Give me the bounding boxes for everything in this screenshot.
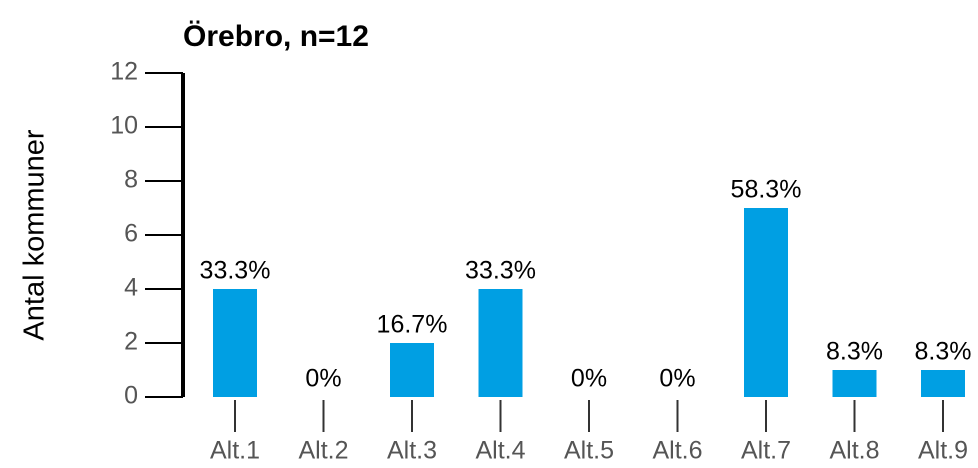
x-tick-label: Alt.2 bbox=[298, 437, 348, 465]
x-tick-label: Alt.3 bbox=[387, 437, 437, 465]
y-tick-label: 8 bbox=[124, 166, 138, 194]
bar bbox=[832, 370, 877, 397]
x-tick-label: Alt.6 bbox=[652, 437, 702, 465]
y-tick-label: 4 bbox=[124, 274, 138, 302]
x-tick-label: Alt.5 bbox=[564, 437, 614, 465]
value-label: 33.3% bbox=[200, 257, 271, 285]
value-label: 58.3% bbox=[731, 176, 802, 204]
bar bbox=[390, 343, 434, 397]
x-tick-label: Alt.7 bbox=[741, 437, 791, 465]
value-label: 8.3% bbox=[826, 338, 883, 366]
x-tick-label: Alt.4 bbox=[475, 437, 525, 465]
y-tick-label: 10 bbox=[110, 112, 138, 140]
x-tick-label: Alt.9 bbox=[918, 437, 968, 465]
value-label: 16.7% bbox=[377, 311, 448, 339]
bar bbox=[744, 208, 788, 397]
bar bbox=[921, 370, 965, 397]
bar bbox=[478, 289, 523, 397]
y-tick-label: 6 bbox=[124, 220, 138, 248]
bar bbox=[213, 289, 257, 397]
y-tick-label: 12 bbox=[110, 58, 138, 86]
value-label: 33.3% bbox=[465, 257, 536, 285]
x-tick-label: Alt.8 bbox=[829, 437, 879, 465]
value-label: 0% bbox=[571, 365, 607, 393]
value-label: 0% bbox=[305, 365, 341, 393]
chart-title: Örebro, n=12 bbox=[183, 20, 369, 53]
y-tick-label: 2 bbox=[124, 328, 138, 356]
value-label: 0% bbox=[659, 365, 695, 393]
y-axis-label: Antal kommuner bbox=[19, 129, 51, 340]
value-label: 8.3% bbox=[915, 338, 972, 366]
x-tick-label: Alt.1 bbox=[210, 437, 260, 465]
y-tick-label: 0 bbox=[124, 382, 138, 410]
